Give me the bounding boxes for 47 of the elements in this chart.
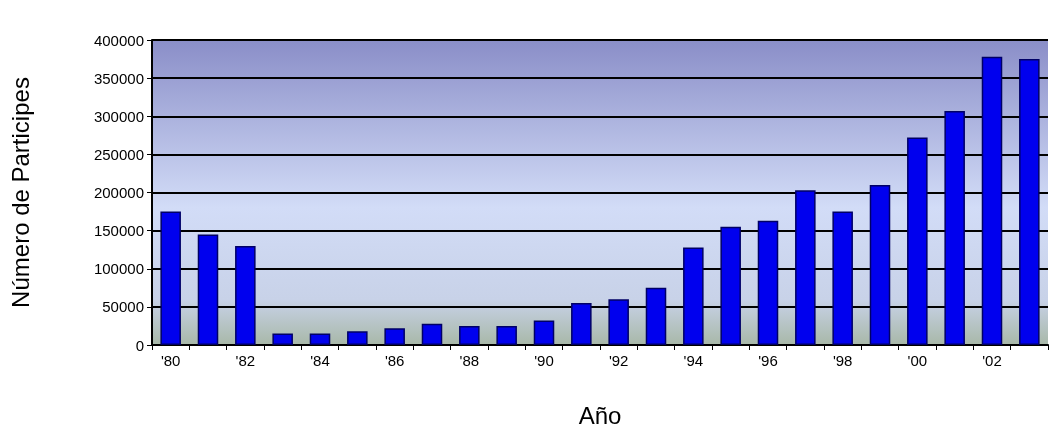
bar xyxy=(720,226,741,345)
bar xyxy=(832,211,853,345)
bar xyxy=(235,245,256,345)
y-tick-label: 200000 xyxy=(93,184,144,201)
y-tick-label: 350000 xyxy=(93,69,144,87)
y-axis-title: Número de Participes xyxy=(6,77,34,308)
y-tick-label: 100000 xyxy=(93,260,144,278)
bar xyxy=(197,234,219,345)
bar xyxy=(795,190,816,345)
bar xyxy=(944,110,965,345)
x-tick-label: '02 xyxy=(982,352,1002,369)
y-tick-label: 300000 xyxy=(93,107,144,125)
bar xyxy=(645,287,667,345)
x-tick-label: '98 xyxy=(832,352,853,369)
y-tick-label: 400000 xyxy=(93,31,144,49)
x-axis-title: Año xyxy=(578,401,622,429)
x-tick-label: '94 xyxy=(683,352,704,369)
bar xyxy=(571,303,592,345)
bar xyxy=(1019,59,1040,345)
y-tick-label: 50000 xyxy=(102,298,144,316)
bar xyxy=(869,184,891,345)
x-tick-label: '96 xyxy=(758,352,778,369)
bar xyxy=(309,333,331,345)
bar xyxy=(533,320,555,345)
x-tick-label: '92 xyxy=(608,352,629,369)
bar xyxy=(757,220,779,345)
x-tick-label: '90 xyxy=(534,352,554,369)
bar xyxy=(981,56,1003,345)
y-tick-label: 0 xyxy=(135,336,144,354)
x-tick-label: '86 xyxy=(384,352,405,369)
bar xyxy=(421,323,443,345)
x-tick-label: '00 xyxy=(907,352,928,369)
bar xyxy=(496,325,517,345)
bar xyxy=(347,331,368,345)
bar xyxy=(608,299,629,345)
x-tick-label: '88 xyxy=(459,352,480,369)
y-tick-label: 250000 xyxy=(93,145,144,163)
bar xyxy=(384,328,405,345)
x-tick-label: '84 xyxy=(310,352,330,369)
bar xyxy=(272,333,293,345)
bar xyxy=(459,325,480,345)
bar xyxy=(683,247,704,345)
y-tick-label: 150000 xyxy=(93,222,144,240)
x-tick-label: '80 xyxy=(160,352,181,369)
bar xyxy=(907,137,928,345)
bar xyxy=(160,211,181,345)
x-tick-label: '82 xyxy=(235,352,256,369)
